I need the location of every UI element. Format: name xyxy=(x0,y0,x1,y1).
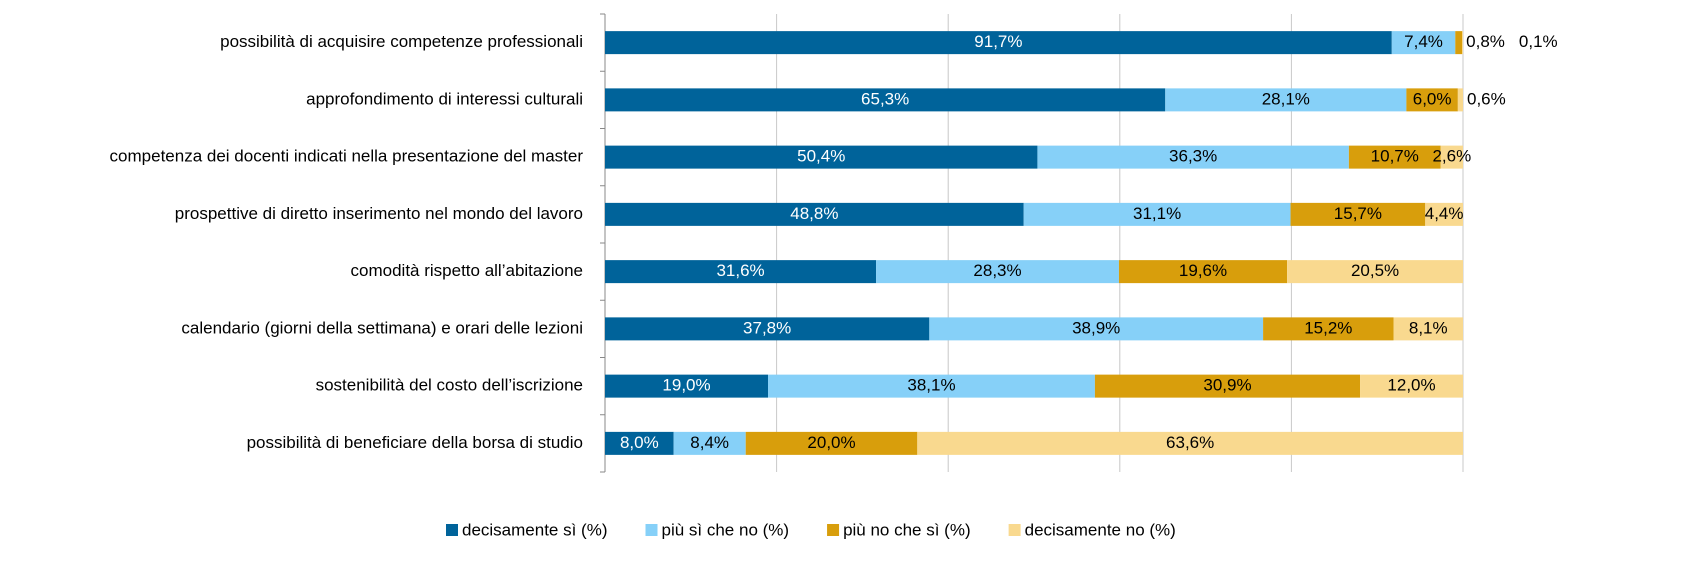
data-label: 20,0% xyxy=(807,433,855,452)
data-label: 0,8% xyxy=(1466,32,1505,51)
data-label: 15,2% xyxy=(1304,318,1352,337)
data-label: 30,9% xyxy=(1203,376,1251,395)
bar-segment xyxy=(1462,31,1463,55)
legend-label: più no che sì (%) xyxy=(843,520,971,539)
data-label: 28,1% xyxy=(1262,89,1310,108)
data-label: 6,0% xyxy=(1413,89,1452,108)
bar-segment xyxy=(1391,31,1456,55)
bar-segment xyxy=(1023,202,1291,226)
bar-segment xyxy=(1287,260,1463,284)
data-label: 38,1% xyxy=(907,376,955,395)
legend-swatch xyxy=(645,524,658,536)
bar-segment xyxy=(1406,88,1458,112)
bar-segment xyxy=(605,260,877,284)
data-label: 63,6% xyxy=(1166,433,1214,452)
data-label: 37,8% xyxy=(743,318,791,337)
data-label: 8,0% xyxy=(620,433,659,452)
bar-segment xyxy=(1037,145,1349,169)
bar-segment xyxy=(1263,317,1394,341)
data-label: 0,1% xyxy=(1519,32,1558,51)
category-label: prospettive di diretto inserimento nel m… xyxy=(175,204,583,223)
bar-segment xyxy=(1094,374,1361,398)
data-label: 4,4% xyxy=(1425,204,1464,223)
data-label: 7,4% xyxy=(1404,32,1443,51)
category-label: approfondimento di interessi culturali xyxy=(306,89,583,108)
data-label: 65,3% xyxy=(861,89,909,108)
data-label: 8,4% xyxy=(690,433,729,452)
legend-swatch xyxy=(446,524,458,536)
data-label: 8,1% xyxy=(1409,318,1448,337)
legend-swatch xyxy=(827,524,840,536)
legend-label: decisamente no (%) xyxy=(1025,520,1176,539)
bar-segment xyxy=(605,431,674,455)
bar-segment xyxy=(1290,202,1426,226)
bar-segment xyxy=(1348,145,1441,169)
bar-segment xyxy=(1457,88,1463,112)
bar-segment xyxy=(605,317,930,341)
bar-segment xyxy=(917,431,1463,455)
data-label: 36,3% xyxy=(1169,147,1217,166)
data-label: 20,5% xyxy=(1351,261,1399,280)
bar-segment xyxy=(876,260,1119,284)
bar-segment xyxy=(605,31,1392,55)
bar-segment xyxy=(605,202,1024,226)
bar-segment xyxy=(1455,31,1463,55)
bar-segment xyxy=(1393,317,1463,341)
data-label: 50,4% xyxy=(797,147,845,166)
category-label: comodità rispetto all’abitazione xyxy=(351,261,583,280)
bar-segment xyxy=(1440,145,1463,169)
data-label: 28,3% xyxy=(973,261,1021,280)
bar-segment xyxy=(768,374,1095,398)
bar-segment xyxy=(1360,374,1463,398)
legend-swatch xyxy=(1008,524,1021,536)
bar-segment xyxy=(929,317,1264,341)
legend-label: decisamente sì (%) xyxy=(462,520,608,539)
category-label: calendario (giorni della settimana) e or… xyxy=(181,318,583,337)
data-label: 0,6% xyxy=(1467,89,1506,108)
data-label: 48,8% xyxy=(790,204,838,223)
bar-segment xyxy=(605,374,769,398)
bar-segment xyxy=(605,88,1166,112)
bar-segment xyxy=(1165,88,1407,112)
legend-label: più sì che no (%) xyxy=(662,520,790,539)
data-label: 31,1% xyxy=(1133,204,1181,223)
data-label: 2,6% xyxy=(1432,147,1471,166)
data-label: 15,7% xyxy=(1334,204,1382,223)
bar-segment xyxy=(745,431,918,455)
bar-segment xyxy=(1425,202,1463,226)
bar-segment xyxy=(673,431,746,455)
category-label: competenza dei docenti indicati nella pr… xyxy=(110,147,584,166)
data-label: 12,0% xyxy=(1387,376,1435,395)
data-label: 10,7% xyxy=(1371,147,1419,166)
data-label: 38,9% xyxy=(1072,318,1120,337)
bar-segment xyxy=(605,145,1038,169)
category-label: sostenibilità del costo dell’iscrizione xyxy=(316,376,583,395)
data-label: 19,0% xyxy=(662,376,710,395)
category-label: possibilità di beneficiare della borsa d… xyxy=(247,433,583,452)
bar-segment xyxy=(1118,260,1288,284)
data-label: 19,6% xyxy=(1179,261,1227,280)
data-label: 91,7% xyxy=(974,32,1022,51)
data-label: 31,6% xyxy=(716,261,764,280)
category-label: possibilità di acquisire competenze prof… xyxy=(220,32,583,51)
